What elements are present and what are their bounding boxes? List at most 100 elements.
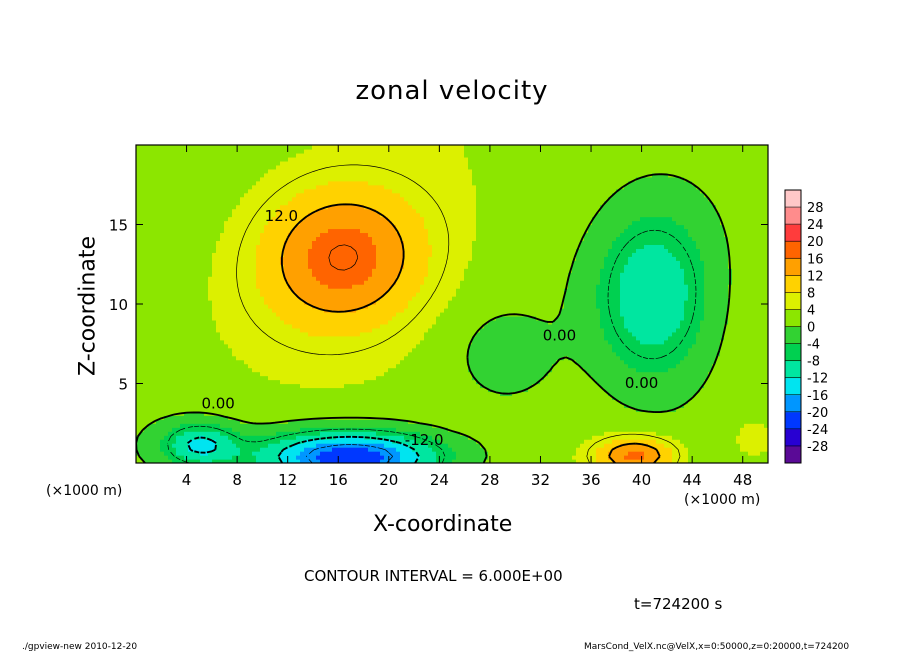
field-cell <box>324 335 329 341</box>
field-cell <box>256 160 261 166</box>
field-cell <box>352 192 357 198</box>
field-cell <box>252 192 257 198</box>
field-cell <box>156 415 161 420</box>
field-cell <box>136 395 141 401</box>
field-cell <box>332 168 337 174</box>
field-cell <box>140 168 145 174</box>
field-cell <box>288 323 293 329</box>
field-cell <box>236 296 241 301</box>
field-cell <box>328 455 333 460</box>
field-cell <box>260 268 265 273</box>
field-cell <box>288 319 293 325</box>
field-cell <box>276 156 281 162</box>
field-cell <box>380 455 385 460</box>
field-cell <box>192 307 197 313</box>
field-cell <box>144 379 149 385</box>
field-cell <box>324 168 329 174</box>
field-cell <box>284 284 289 289</box>
field-cell <box>140 395 145 401</box>
field-cell <box>316 300 321 305</box>
field-cell <box>216 423 221 428</box>
field-cell <box>232 339 237 345</box>
field-cell <box>356 244 361 249</box>
field-cell <box>228 160 233 166</box>
field-cell <box>304 244 309 249</box>
field-cell <box>348 447 353 452</box>
field-cell <box>204 168 209 174</box>
field-cell <box>176 180 181 186</box>
field-cell <box>384 399 389 404</box>
field-cell <box>264 152 269 158</box>
field-cell <box>264 196 269 202</box>
field-cell <box>248 252 253 257</box>
field-cell <box>244 192 249 198</box>
field-cell <box>324 188 329 194</box>
field-cell <box>308 399 313 404</box>
field-cell <box>248 232 253 238</box>
field-cell <box>188 172 193 178</box>
field-cell <box>260 252 265 257</box>
field-cell <box>208 148 213 154</box>
field-cell <box>340 296 345 301</box>
field-cell <box>216 315 221 321</box>
field-cell <box>268 311 273 317</box>
field-cell <box>332 335 337 341</box>
field-cell <box>204 407 209 412</box>
field-cell <box>312 339 317 345</box>
field-cell <box>376 407 381 412</box>
field-cell <box>184 435 189 440</box>
field-cell <box>208 331 213 337</box>
field-cell <box>340 148 345 154</box>
field-cell <box>184 220 189 226</box>
field-cell <box>232 387 237 393</box>
field-cell <box>140 260 145 265</box>
field-cell <box>136 443 141 448</box>
field-cell <box>332 288 337 293</box>
field-cell <box>220 395 225 401</box>
field-cell <box>364 343 369 349</box>
field-cell <box>316 459 321 463</box>
field-cell <box>348 228 353 234</box>
field-cell <box>164 240 169 245</box>
field-cell <box>328 304 333 309</box>
field-cell <box>276 459 281 463</box>
field-cell <box>228 220 233 226</box>
field-cell <box>384 459 389 463</box>
field-cell <box>208 296 213 301</box>
field-cell <box>328 319 333 325</box>
field-cell <box>196 407 201 412</box>
field-cell <box>380 403 385 408</box>
field-cell <box>352 200 357 206</box>
field-cell <box>292 455 297 460</box>
field-cell <box>172 236 177 241</box>
field-cell <box>308 403 313 408</box>
field-cell <box>208 168 213 174</box>
field-cell <box>340 264 345 269</box>
field-cell <box>284 216 289 222</box>
field-cell <box>256 248 261 253</box>
field-cell <box>288 240 293 245</box>
field-cell <box>260 443 265 448</box>
field-cell <box>276 375 281 381</box>
field-cell <box>196 288 201 293</box>
field-cell <box>360 280 365 285</box>
field-cell <box>232 311 237 317</box>
field-cell <box>328 331 333 337</box>
field-cell <box>304 280 309 285</box>
field-cell <box>252 307 257 313</box>
field-cell <box>312 315 317 321</box>
field-cell <box>180 168 185 174</box>
field-cell <box>268 304 273 309</box>
field-cell <box>264 435 269 440</box>
field-cell <box>148 176 153 182</box>
field-cell <box>156 375 161 381</box>
field-cell <box>156 419 161 424</box>
field-cell <box>308 156 313 162</box>
field-cell <box>356 264 361 269</box>
field-cell <box>376 403 381 408</box>
field-cell <box>152 315 157 321</box>
field-cell <box>144 423 149 428</box>
field-cell <box>276 148 281 154</box>
field-cell <box>300 367 305 373</box>
field-cell <box>356 152 361 158</box>
